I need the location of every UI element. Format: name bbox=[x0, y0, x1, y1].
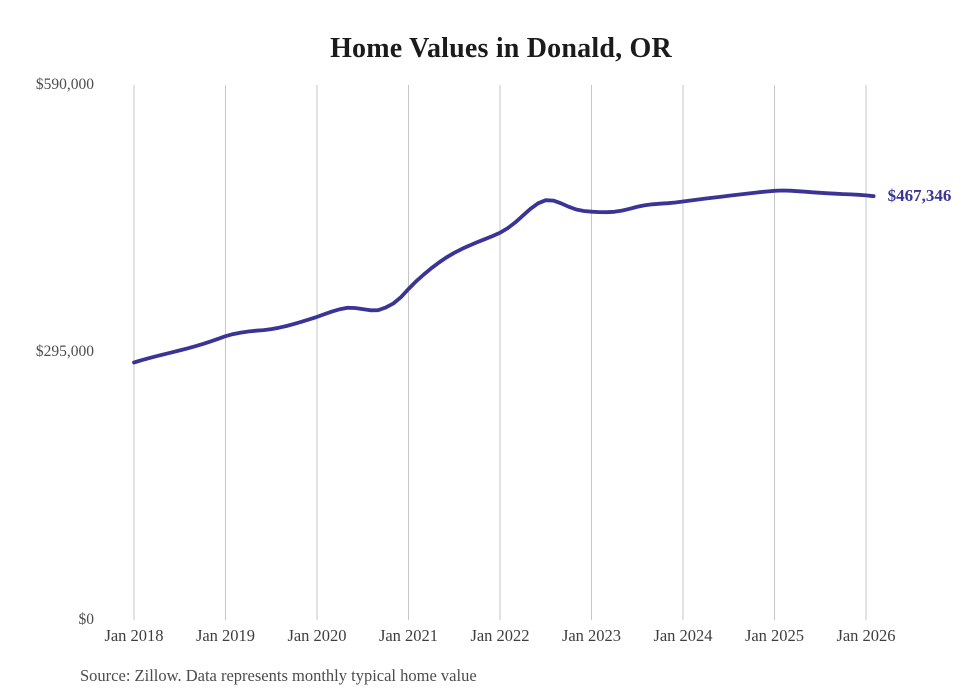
y-axis-tick-label: $295,000 bbox=[35, 343, 94, 360]
x-axis-tick-label: Jan 2023 bbox=[561, 626, 622, 645]
x-axis-tick-label: Jan 2026 bbox=[836, 626, 896, 645]
x-axis-tick-label: Jan 2018 bbox=[104, 626, 164, 645]
x-axis-tick-label: Jan 2021 bbox=[378, 626, 439, 645]
home-value-line bbox=[132, 188, 876, 365]
x-axis-tick-label: Jan 2020 bbox=[287, 626, 347, 645]
x-axis-tick-label: Jan 2025 bbox=[744, 626, 805, 645]
x-axis-tick-label: Jan 2019 bbox=[195, 626, 256, 645]
x-axis-tick-label: Jan 2024 bbox=[653, 626, 713, 645]
x-axis-tick-label: Jan 2022 bbox=[470, 626, 530, 645]
end-value-label: $467,346 bbox=[887, 186, 952, 206]
source-note: Source: Zillow. Data represents monthly … bbox=[80, 666, 477, 685]
chart-title: Home Values in Donald, OR bbox=[330, 33, 672, 64]
y-axis-tick-label: $590,000 bbox=[35, 76, 94, 93]
y-axis-tick-label: $0 bbox=[78, 611, 95, 628]
